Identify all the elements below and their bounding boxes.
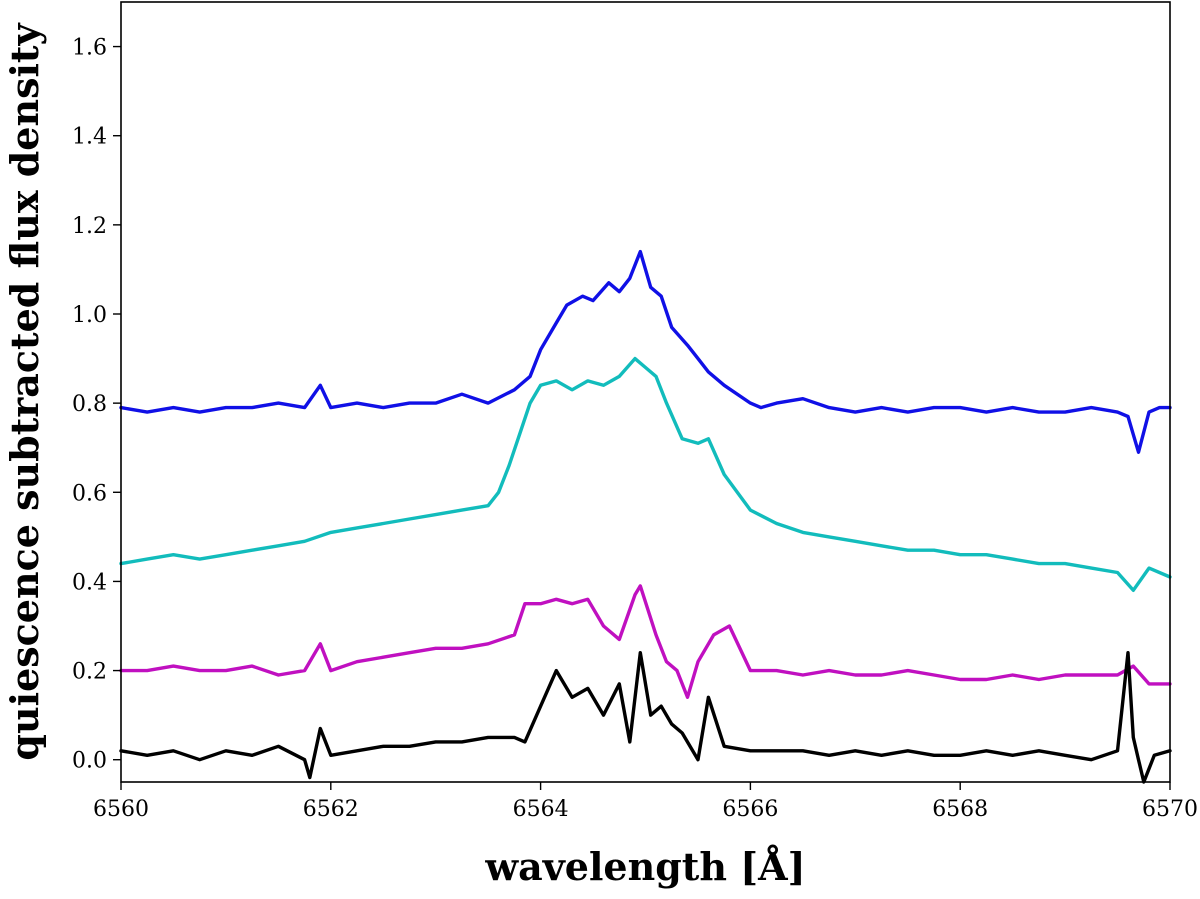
y-tick-label: 0.0	[72, 749, 107, 774]
x-tick-label: 6570	[1142, 797, 1198, 822]
x-tick-label: 6564	[513, 797, 569, 822]
x-axis: 6560 6562 6564 6566 6568 6570	[93, 782, 1198, 822]
series-group	[119, 249, 1172, 784]
y-tick-label: 0.4	[72, 570, 107, 595]
x-tick-label: 6568	[932, 797, 988, 822]
x-axis-title: wavelength [Å]	[484, 844, 805, 889]
y-tick-label: 0.8	[72, 392, 107, 417]
y-axis: 0.0 0.2 0.4 0.6 0.8 1.0 1.2 1.4 1.6	[72, 36, 121, 774]
y-tick-label: 1.6	[72, 36, 107, 61]
series-line	[119, 651, 1172, 784]
x-tick-label: 6566	[722, 797, 778, 822]
y-tick-label: 1.4	[72, 125, 107, 150]
x-tick-label: 6560	[93, 797, 149, 822]
x-tick-label: 6562	[303, 797, 359, 822]
y-tick-label: 1.2	[72, 214, 107, 239]
y-tick-label: 0.6	[72, 481, 107, 506]
series-line	[119, 249, 1172, 454]
series-line	[119, 584, 1172, 699]
y-tick-label: 1.0	[72, 303, 107, 328]
series-line	[119, 356, 1172, 592]
plot-frame	[120, 1, 1171, 783]
y-tick-label: 0.2	[72, 660, 107, 685]
y-axis-title: quiescence subtracted flux density	[2, 23, 47, 761]
